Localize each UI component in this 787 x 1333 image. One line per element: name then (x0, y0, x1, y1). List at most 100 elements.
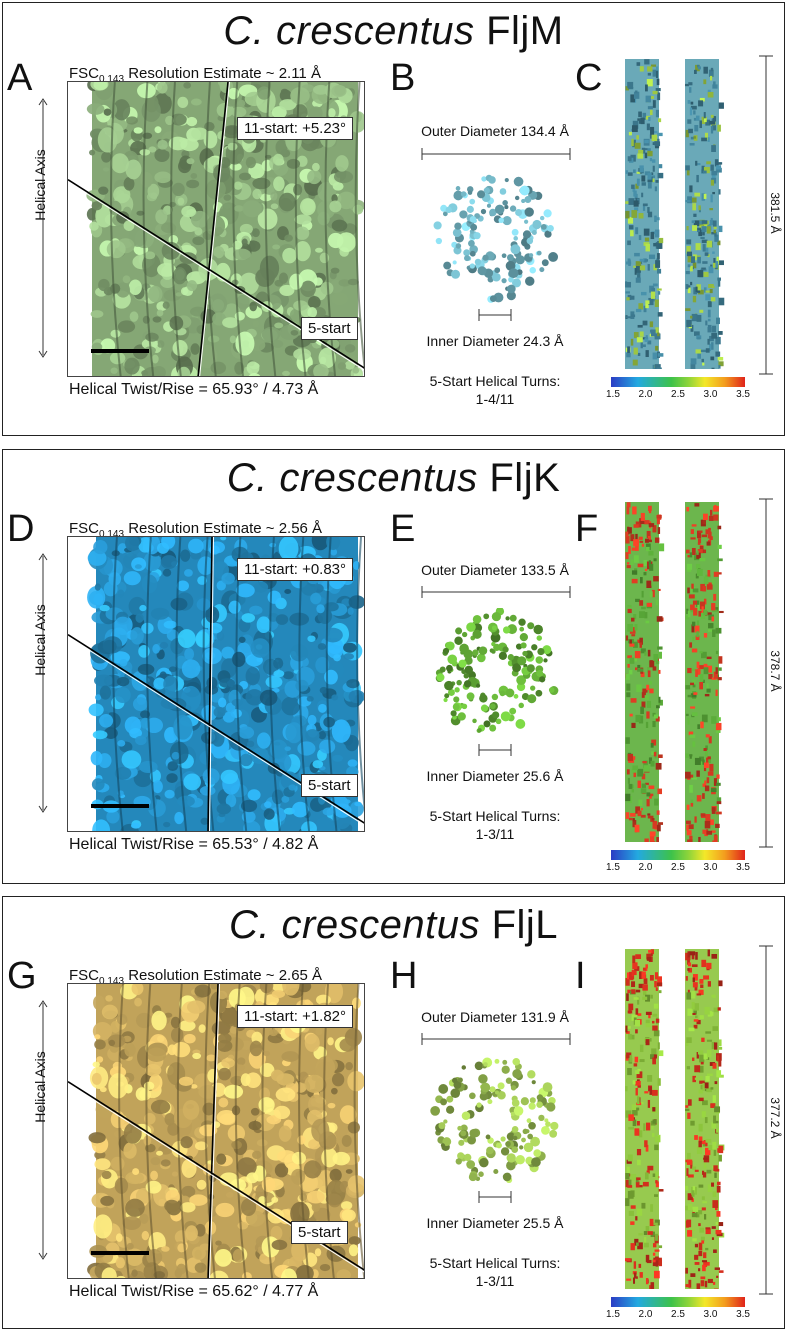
density-texture (68, 984, 364, 1278)
panel-title: C. crescentus FljK (3, 456, 784, 500)
colorbar-tick: 3.5 (736, 1309, 750, 1320)
helical-turns-label: 5-Start Helical Turns: (429, 373, 561, 389)
panel-fljl: C. crescentus FljL G H I FSC0.143 Resolution… (2, 896, 785, 1329)
colorbar-tick: 3.0 (703, 389, 718, 400)
colorbar-tick: 2.5 (671, 862, 685, 873)
panel-letter-g: G (7, 955, 37, 997)
fsc-text: Resolution Estimate ~ 2.56 Å (124, 520, 323, 537)
cross-section-ring (430, 1057, 559, 1184)
inner-diameter: Inner Diameter 25.6 Å (426, 768, 564, 784)
title-species: C. crescentus (226, 456, 478, 500)
inner-diameter-bracket (478, 744, 512, 756)
panel-title: C. crescentus FljL (3, 903, 784, 947)
colorbar-tick: 2.0 (638, 862, 653, 873)
panel-letter-b: B (390, 57, 416, 99)
helical-axis-label: Helical Axis (32, 149, 48, 221)
five-start-label: 5-start (301, 774, 358, 797)
density-map (67, 536, 365, 832)
fsc-resolution: FSC0.143 Resolution Estimate ~ 2.56 Å (69, 520, 322, 540)
panel-fljk: C. crescentus FljK D E F FSC0.143 Resolution… (2, 449, 785, 884)
title-protein: FljK (489, 456, 561, 500)
filament-side-view (625, 59, 725, 369)
five-start-label: 5-start (301, 317, 358, 340)
fsc-text: Resolution Estimate ~ 2.65 Å (124, 967, 323, 984)
cross-section-ring (433, 174, 559, 303)
colorbar-tick: 2.0 (638, 1309, 653, 1320)
length-bracket (759, 945, 773, 1295)
colorbar-ticks: 1.5 2.0 2.5 3.0 3.5 (606, 389, 750, 400)
fsc-subscript: 0.143 (99, 529, 125, 540)
length-label: 381.5 Å (768, 192, 782, 234)
panel-fljm: C. crescentus FljM A B C FSC0.143 Resolution… (2, 2, 785, 436)
length-bracket (759, 498, 773, 848)
colorbar-tick: 3.5 (736, 862, 750, 873)
fsc-prefix: FSC (69, 520, 99, 537)
density-map (67, 983, 365, 1279)
panel-letter-e: E (390, 508, 416, 550)
eleven-start-label: 11-start: +0.83° (237, 558, 354, 581)
fsc-prefix: FSC (69, 967, 99, 984)
filament-side-view (625, 949, 725, 1289)
local-resolution-colorbar (611, 377, 745, 387)
helical-axis-arrow (38, 1000, 48, 1260)
five-start-label: 5-start (291, 1221, 348, 1244)
panel-letter-f: F (575, 508, 599, 550)
inner-diameter-bracket (478, 1191, 512, 1203)
helical-axis-label: Helical Axis (32, 604, 48, 676)
outer-diameter: Outer Diameter 134.4 Å (421, 123, 569, 139)
colorbar-tick: 2.0 (638, 389, 653, 400)
twist-rise: Helical Twist/Rise = 65.53° / 4.82 Å (69, 836, 319, 853)
outer-diameter: Outer Diameter 133.5 Å (421, 562, 569, 578)
helical-turns-value: 1-3/11 (475, 826, 515, 842)
colorbar-tick: 3.0 (703, 1309, 718, 1320)
panel-letter-d: D (7, 508, 35, 550)
fsc-resolution: FSC0.143 Resolution Estimate ~ 2.11 Å (69, 65, 321, 85)
filament-side-view (625, 502, 724, 842)
inner-diameter: Inner Diameter 24.3 Å (426, 333, 564, 349)
colorbar-tick: 2.5 (671, 1309, 685, 1320)
helical-turns-label: 5-Start Helical Turns: (429, 808, 561, 824)
outer-diameter-bracket (421, 148, 571, 160)
panel-letter-h: H (390, 955, 418, 997)
eleven-start-label: 11-start: +1.82° (237, 1005, 354, 1028)
length-label: 377.2 Å (768, 1097, 782, 1139)
fsc-subscript: 0.143 (99, 976, 125, 987)
panel-letter-a: A (7, 57, 33, 99)
helical-turns-value: 1-3/11 (475, 1273, 515, 1289)
outer-diameter: Outer Diameter 131.9 Å (421, 1009, 569, 1025)
scale-bar (91, 804, 149, 808)
twist-rise: Helical Twist/Rise = 65.93° / 4.73 Å (69, 381, 319, 398)
title-species: C. crescentus (228, 903, 480, 947)
colorbar-tick: 1.5 (606, 862, 620, 873)
colorbar-ticks: 1.5 2.0 2.5 3.0 3.5 (606, 862, 750, 873)
outer-diameter-bracket (421, 1033, 571, 1045)
outer-diameter-bracket (421, 586, 571, 598)
helical-axis-arrow (38, 553, 48, 813)
fsc-text: Resolution Estimate ~ 2.11 Å (124, 65, 321, 82)
colorbar-tick: 1.5 (606, 389, 620, 400)
panel-title: C. crescentus FljM (3, 9, 784, 53)
colorbar-tick: 1.5 (606, 1309, 620, 1320)
eleven-start-label: 11-start: +5.23° (237, 117, 354, 140)
length-bracket (759, 55, 773, 375)
cross-section-ring (435, 608, 559, 733)
colorbar-tick: 2.5 (671, 389, 685, 400)
scale-bar (91, 349, 149, 353)
title-protein: FljL (491, 903, 559, 947)
density-texture (68, 537, 364, 831)
colorbar-ticks: 1.5 2.0 2.5 3.0 3.5 (606, 1309, 750, 1320)
local-resolution-colorbar (611, 1297, 745, 1307)
colorbar-tick: 3.0 (703, 862, 718, 873)
helical-turns-value: 1-4/11 (475, 391, 515, 407)
fsc-prefix: FSC (69, 65, 99, 82)
fsc-subscript: 0.143 (99, 74, 125, 85)
helical-axis-label: Helical Axis (32, 1051, 48, 1123)
inner-diameter-bracket (478, 309, 512, 321)
title-species: C. crescentus (223, 9, 475, 53)
inner-diameter: Inner Diameter 25.5 Å (426, 1215, 564, 1231)
fsc-resolution: FSC0.143 Resolution Estimate ~ 2.65 Å (69, 967, 322, 987)
scale-bar (91, 1251, 149, 1255)
length-label: 378.7 Å (768, 650, 782, 692)
panel-letter-i: I (575, 955, 586, 997)
helical-axis-arrow (38, 98, 48, 358)
